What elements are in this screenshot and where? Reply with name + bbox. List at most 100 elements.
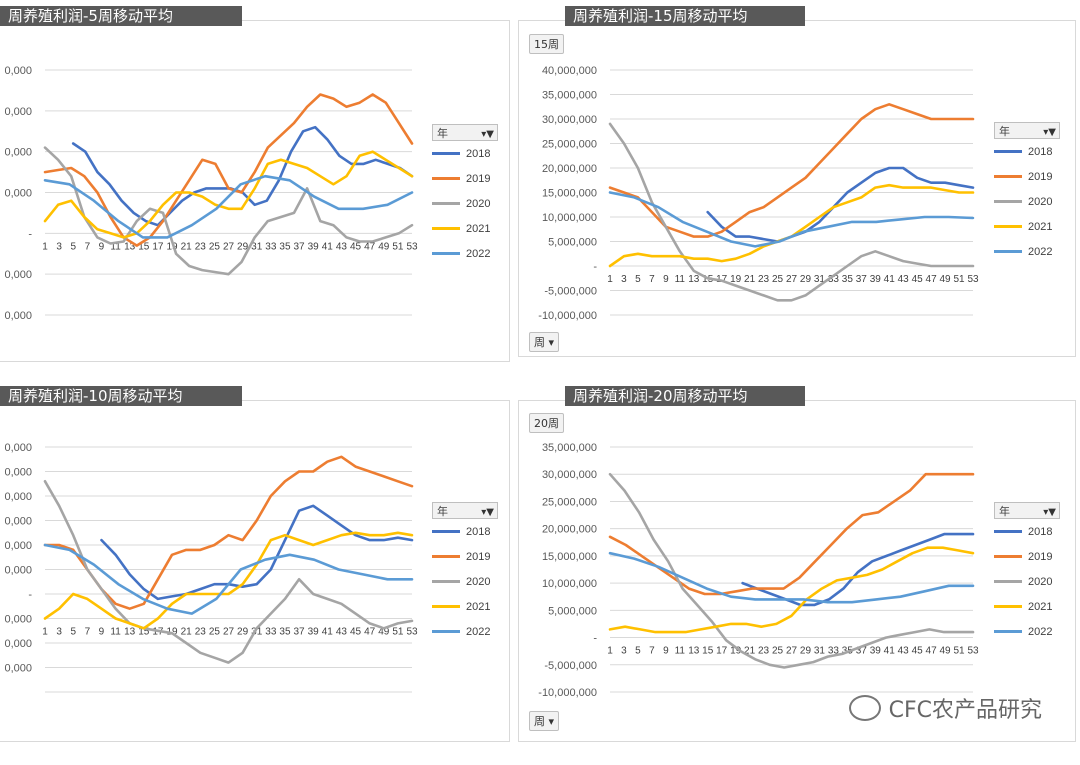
legend-year-filter[interactable]: 年 ▾▼ — [432, 124, 498, 141]
x-tick-label: 41 — [884, 274, 896, 285]
chart-title: 周养殖利润-10周移动平均 — [0, 386, 242, 406]
legend-swatch — [994, 555, 1022, 558]
x-tick-label: 35 — [842, 274, 854, 285]
filter-icon[interactable]: ▾▼ — [481, 507, 494, 518]
x-tick-label: 37 — [856, 646, 868, 657]
x-tick-label: 49 — [378, 627, 390, 638]
legend-swatch — [994, 150, 1022, 153]
series-line-2022 — [43, 543, 414, 615]
y-tick-label: 0,000 — [4, 540, 32, 552]
week-field-button[interactable]: 周 ▾ — [529, 711, 560, 731]
series-line-2020 — [608, 122, 975, 302]
x-tick-label: 41 — [322, 241, 334, 252]
legend-label: 2020 — [466, 575, 491, 588]
legend-label: 2022 — [1028, 625, 1053, 638]
legend-year-filter[interactable]: 年 ▾▼ — [432, 502, 498, 519]
x-tick-label: 21 — [744, 274, 756, 285]
y-tick-label: 40,000,000 — [542, 65, 597, 77]
legend-swatch — [994, 200, 1022, 203]
legend-swatch — [994, 630, 1022, 633]
y-tick-label: -10,000,000 — [538, 687, 597, 699]
filter-icon[interactable]: ▾▼ — [1043, 507, 1056, 518]
week-field-label: 周 — [534, 715, 545, 728]
x-tick-label: 1 — [607, 274, 613, 285]
y-tick-label: 25,000,000 — [542, 496, 597, 508]
y-tick-label: -10,000,000 — [538, 310, 597, 322]
x-tick-label: 33 — [265, 241, 277, 252]
legend-item-2018: 2018 — [432, 141, 498, 166]
legend-label: 2021 — [466, 600, 491, 613]
series-line-2022 — [608, 191, 975, 248]
y-tick-label: 35,000,000 — [542, 90, 597, 102]
legend-item-2022: 2022 — [994, 239, 1060, 264]
x-tick-label: 39 — [308, 241, 320, 252]
x-tick-label: 53 — [967, 646, 979, 657]
filter-icon[interactable]: ▾▼ — [481, 129, 494, 140]
legend-swatch — [994, 175, 1022, 178]
x-tick-label: 5 — [635, 646, 641, 657]
series-line-2020 — [43, 146, 414, 276]
x-tick-label: 33 — [265, 627, 277, 638]
chart-title: 周养殖利润-15周移动平均 — [565, 6, 805, 26]
x-tick-label: 13 — [124, 627, 136, 638]
legend-header-label: 年 — [999, 125, 1010, 138]
legend-item-2018: 2018 — [432, 519, 498, 544]
legend-swatch — [994, 580, 1022, 583]
x-tick-label: 49 — [940, 646, 952, 657]
chart-plot: 40,000,00035,000,00030,000,00025,000,000… — [538, 65, 979, 322]
x-tick-label: 53 — [406, 241, 418, 252]
legend-header-label: 年 — [437, 505, 448, 518]
legend-header-label: 年 — [999, 505, 1010, 518]
chart-plot: 0,000 0,000 0,000 0,000 0,000 0,000 - 0,000 0,00… — [4, 442, 418, 693]
legend-swatch — [432, 580, 460, 583]
legend-item-2020: 2020 — [994, 189, 1060, 214]
x-tick-label: 33 — [828, 646, 840, 657]
x-tick-label: 45 — [912, 646, 924, 657]
chart-panel-10wk: 周养殖利润-10周移动平均 0,000 0,000 0,000 0,000 0,000 0… — [0, 380, 510, 750]
legend-label: 2022 — [1028, 245, 1053, 258]
x-tick-label: 53 — [406, 627, 418, 638]
x-tick-label: 49 — [378, 241, 390, 252]
y-tick-label: 20,000,000 — [542, 163, 597, 175]
y-tick-label: - — [28, 228, 32, 240]
y-tick-label: 0,000 — [4, 106, 32, 118]
x-tick-label: 15 — [138, 241, 150, 252]
legend-item-2022: 2022 — [432, 241, 498, 266]
legend-year-filter[interactable]: 年 ▾▼ — [994, 502, 1060, 519]
legend: 年 ▾▼ 2018 2019 2020 2021 2022 — [994, 502, 1060, 644]
legend-swatch — [432, 202, 460, 205]
x-tick-label: 3 — [621, 274, 627, 285]
legend-label: 2021 — [1028, 220, 1053, 233]
series-line-2022 — [43, 174, 414, 239]
filter-icon[interactable]: ▾▼ — [1043, 127, 1056, 138]
x-tick-label: 25 — [209, 241, 221, 252]
legend-year-filter[interactable]: 年 ▾▼ — [994, 122, 1060, 139]
x-tick-label: 27 — [786, 274, 798, 285]
chart-frame — [0, 20, 510, 362]
x-tick-label: 7 — [85, 241, 91, 252]
legend: 年 ▾▼ 2018 2019 2020 2021 2022 — [994, 122, 1060, 264]
x-tick-label: 27 — [223, 241, 235, 252]
y-tick-label: 0,000 — [4, 188, 32, 200]
chart-panel-15wk: 周养殖利润-15周移动平均 15周 40,000,000 35,000,000 30… — [515, 0, 1080, 370]
x-tick-label: 43 — [336, 241, 348, 252]
y-tick-label: 0,000 — [4, 614, 32, 626]
legend-swatch — [432, 177, 460, 180]
x-tick-label: 51 — [953, 646, 965, 657]
series-line-2018 — [100, 504, 414, 601]
y-tick-label: 0,000 — [4, 442, 32, 454]
x-tick-label: 23 — [758, 646, 770, 657]
y-tick-label: 35,000,000 — [542, 442, 597, 454]
legend-swatch — [432, 605, 460, 608]
x-tick-label: 47 — [364, 627, 376, 638]
x-tick-label: 25 — [209, 627, 221, 638]
series-line-2018 — [71, 125, 414, 227]
week-field-button[interactable]: 周 ▾ — [529, 332, 560, 352]
series-line-2018 — [741, 532, 975, 607]
y-tick-label: 0,000 — [4, 310, 32, 322]
x-tick-label: 29 — [237, 627, 249, 638]
series-line-2021 — [43, 531, 414, 630]
x-tick-label: 21 — [181, 241, 193, 252]
x-tick-label: 29 — [800, 274, 812, 285]
legend-item-2022: 2022 — [432, 619, 498, 644]
